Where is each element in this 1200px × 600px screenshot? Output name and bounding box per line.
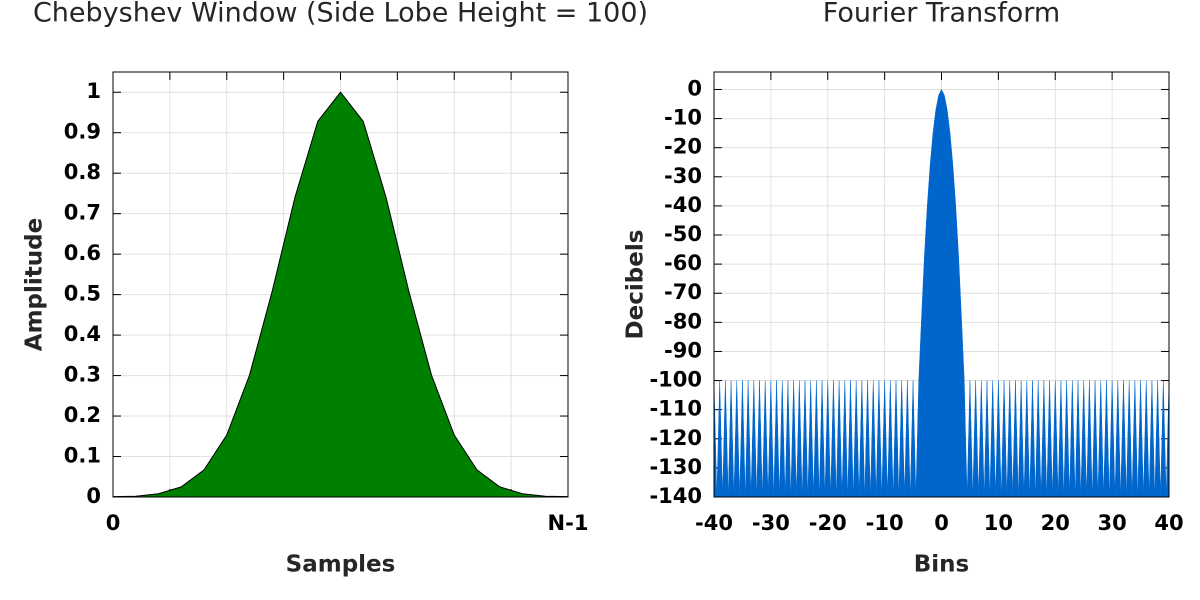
y-tick-label: -20 — [664, 135, 702, 159]
y-tick-label: 0.5 — [64, 282, 101, 306]
chart-title: Chebyshev Window (Side Lobe Height = 100… — [33, 0, 648, 29]
y-tick-label: -10 — [664, 106, 702, 130]
plot-frame — [112, 71, 569, 498]
x-tick-label: 0 — [934, 511, 949, 535]
y-tick-label: 0.7 — [64, 201, 101, 225]
x-tick-label: N-1 — [548, 511, 589, 535]
x-tick-label: 20 — [1041, 511, 1070, 535]
y-axis-label: Decibels — [623, 230, 649, 340]
area — [713, 88, 1170, 498]
y-tick-label: -80 — [664, 309, 702, 333]
y-tick-label: 0.3 — [64, 363, 101, 387]
y-tick-label: -100 — [649, 368, 702, 392]
y-tick-label: -50 — [664, 222, 702, 246]
x-tick-label: 10 — [984, 511, 1013, 535]
y-tick-label: -130 — [649, 455, 702, 479]
x-tick-label: 30 — [1098, 511, 1127, 535]
x-tick-label: -20 — [809, 511, 847, 535]
plot-frame — [713, 71, 1170, 498]
y-tick-label: 1 — [86, 79, 101, 103]
y-tick-label: 0 — [86, 484, 101, 508]
x-tick-label: -10 — [866, 511, 904, 535]
y-tick-label: 0.9 — [64, 120, 101, 144]
x-tick-label: -40 — [695, 511, 733, 535]
y-tick-label: -70 — [664, 280, 702, 304]
y-tick-label: 0 — [687, 76, 702, 100]
y-tick-label: 0.6 — [64, 241, 101, 265]
chart-title: Fourier Transform — [823, 0, 1060, 29]
y-axis-label: Amplitude — [22, 218, 48, 351]
y-tick-label: -60 — [664, 251, 702, 275]
y-tick-label: -40 — [664, 193, 702, 217]
y-tick-label: -30 — [664, 164, 702, 188]
x-tick-label: 0 — [106, 511, 121, 535]
y-tick-label: -90 — [664, 338, 702, 362]
y-tick-label: -140 — [649, 484, 702, 508]
y-tick-label: -120 — [649, 426, 702, 450]
x-tick-label: -30 — [752, 511, 790, 535]
y-tick-label: 0.8 — [64, 160, 101, 184]
y-tick-label: 0.2 — [64, 403, 101, 427]
x-tick-label: 40 — [1154, 511, 1183, 535]
y-tick-label: -110 — [649, 397, 702, 421]
area — [112, 91, 569, 498]
x-axis-label: Samples — [286, 552, 396, 578]
x-axis-label: Bins — [914, 552, 969, 578]
y-tick-label: 0.1 — [64, 444, 101, 468]
y-tick-label: 0.4 — [64, 322, 101, 346]
